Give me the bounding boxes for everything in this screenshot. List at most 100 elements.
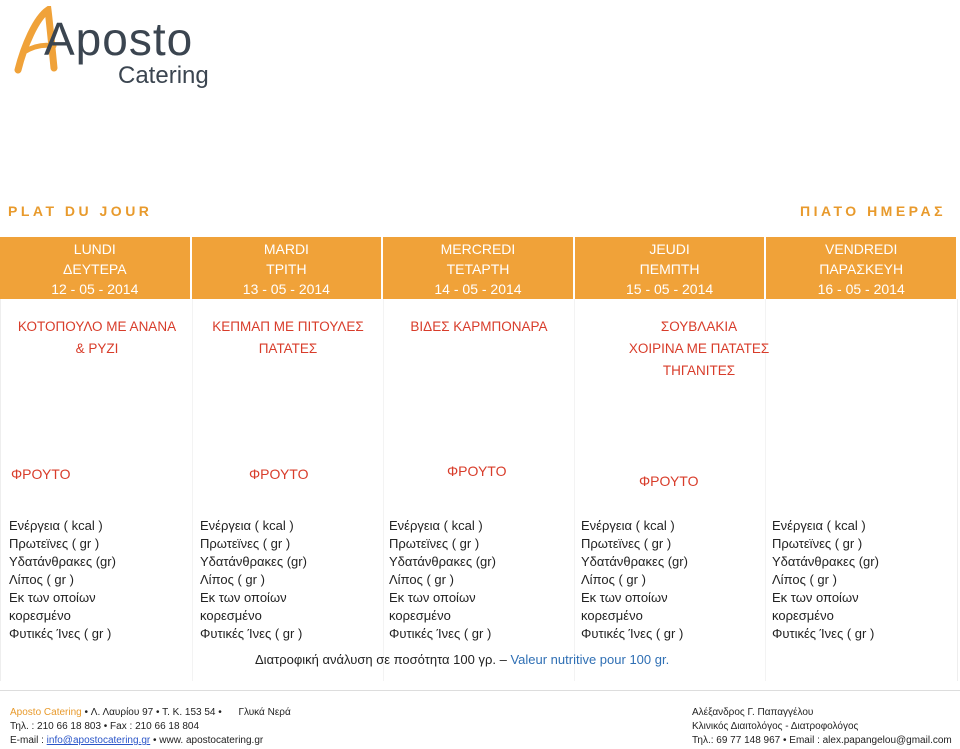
footer-divider [0,690,960,691]
day-fr: MERCREDI [440,241,516,257]
nutrition-energy: Ενέργεια ( kcal ) [9,518,103,533]
heading-plat-du-jour: PLAT DU JOUR [8,203,153,219]
nutrition-of-which: Εκ των οποίων [389,590,476,605]
days-header: LUNDI ΔΕΥΤΕΡΑ 12 - 05 - 2014 MARDI ΤΡΙΤΗ… [0,237,956,299]
column-divider [383,299,384,681]
footer-company-info: Aposto Catering • Λ. Λαυρίου 97 • Τ. Κ. … [10,706,291,748]
nutrition-saturated: κορεσμένο [581,608,643,623]
footer-brand: Aposto Catering [10,707,82,718]
dish-monday: ΚΟΤΟΠΟΥΛΟ ΜΕ ΑΝΑΝΑ & ΡΥΖΙ [1,316,193,360]
day-gr: ΠΑΡΑΣΚΕΥΗ [819,261,904,277]
dish-wednesday: ΒΙΔΕΣ ΚΑΡΜΠΟΝΑΡΑ [383,316,575,338]
day-gr: ΤΕΤΑΡΤΗ [446,261,510,277]
dish-line: ΧΟΙΡΙΝΑ ΜΕ ΠΑΤΑΤΕΣ [628,341,770,356]
nutrition-protein: Πρωτεϊνες ( gr ) [581,536,672,551]
nutrition-protein: Πρωτεϊνες ( gr ) [200,536,291,551]
dish-line: ΠΑΤΑΤΕΣ [258,341,318,356]
footer-phone-line: Τηλ. : 210 66 18 803 • Fax : 210 66 18 8… [10,721,200,732]
nutrition-tuesday: Ενέργεια ( kcal ) Πρωτεϊνες ( gr ) Υδατά… [200,517,307,643]
nutrition-friday: Ενέργεια ( kcal ) Πρωτεϊνες ( gr ) Υδατά… [772,517,879,643]
day-gr: ΠΕΜΠΤΗ [639,261,700,277]
note-french: Valeur nutritive pour 100 gr. [510,652,670,667]
day-date: 15 - 05 - 2014 [625,281,714,297]
day-column-1: LUNDI ΔΕΥΤΕΡΑ 12 - 05 - 2014 [0,237,192,299]
nutrition-of-which: Εκ των οποίων [9,590,96,605]
nutrition-fat: Λίπος ( gr ) [389,572,454,587]
nutrition-energy: Ενέργεια ( kcal ) [200,518,294,533]
nutrition-carbs: Υδατάνθρακες (gr) [200,554,307,569]
nutrition-carbs: Υδατάνθρακες (gr) [389,554,496,569]
column-divider [765,299,766,681]
logo-a-mark [14,3,58,74]
fruit-wednesday: ΦΡΟΥΤΟ [447,463,507,479]
footer-email-link[interactable]: info@apostocatering.gr [46,735,151,746]
nutrition-carbs: Υδατάνθρακες (gr) [772,554,879,569]
day-date: 13 - 05 - 2014 [242,281,330,297]
nutrition-thursday: Ενέργεια ( kcal ) Πρωτεϊνες ( gr ) Υδατά… [581,517,688,643]
day-gr: ΤΡΙΤΗ [266,261,307,277]
nutrition-monday: Ενέργεια ( kcal ) Πρωτεϊνες ( gr ) Υδατά… [9,517,116,643]
nutrition-fat: Λίπος ( gr ) [9,572,74,587]
heading-piato-imeras: ΠΙΑΤΟ ΗΜΕΡΑΣ [800,203,946,219]
nutrition-fat: Λίπος ( gr ) [772,572,837,587]
dish-line: ΒΙΔΕΣ ΚΑΡΜΠΟΝΑΡΑ [410,319,548,334]
nutrition-note: Διατροφική ανάλυση σε ποσότητα 100 γρ. –… [255,652,669,667]
nutrition-carbs: Υδατάνθρακες (gr) [9,554,116,569]
nutrition-of-which: Εκ των οποίων [200,590,287,605]
day-column-2: MARDI ΤΡΙΤΗ 13 - 05 - 2014 [192,237,384,299]
footer-contact-line: E-mail : info@apostocatering.gr • www. a… [10,734,291,748]
dish-line: ΣΟΥΒΛΑΚΙΑ [660,319,738,334]
day-fr: JEUDI [649,241,690,257]
day-column-4: JEUDI ΠΕΜΠΤΗ 15 - 05 - 2014 [575,237,767,299]
column-divider [574,299,575,681]
nutrition-energy: Ενέργεια ( kcal ) [772,518,866,533]
nutrition-fiber: Φυτικές Ίνες ( gr ) [389,626,492,641]
day-date: 12 - 05 - 2014 [51,281,139,297]
nutrition-fiber: Φυτικές Ίνες ( gr ) [9,626,112,641]
nutrition-fiber: Φυτικές Ίνες ( gr ) [772,626,875,641]
nutrition-energy: Ενέργεια ( kcal ) [389,518,483,533]
day-date: 16 - 05 - 2014 [817,281,905,297]
menu-body: ΚΟΤΟΠΟΥΛΟ ΜΕ ΑΝΑΝΑ & ΡΥΖΙ ΚΕΠΜΑΠ ΜΕ ΠΙΤΟ… [0,299,958,681]
fruit-tuesday: ΦΡΟΥΤΟ [249,466,309,482]
note-greek: Διατροφική ανάλυση σε ποσότητα 100 γρ. [255,652,496,667]
brand-logo [14,3,234,96]
dish-thursday: ΣΟΥΒΛΑΚΙΑ ΧΟΙΡΙΝΑ ΜΕ ΠΑΤΑΤΕΣ ΤΗΓΑΝΙΤΕΣ [574,316,824,382]
footer-dietitian-title: Κλινικός Διαιτολόγος - Διατροφολόγος [692,721,859,732]
dish-line: ΤΗΓΑΝΙΤΕΣ [662,363,736,378]
day-fr: LUNDI [73,241,116,257]
day-column-3: MERCREDI ΤΕΤΑΡΤΗ 14 - 05 - 2014 [383,237,575,299]
nutrition-of-which: Εκ των οποίων [772,590,859,605]
nutrition-saturated: κορεσμένο [9,608,71,623]
logo-subtitle: Catering [118,62,209,89]
nutrition-fat: Λίπος ( gr ) [581,572,646,587]
nutrition-saturated: κορεσμένο [200,608,262,623]
dish-line: ΚΟΤΟΠΟΥΛΟ ΜΕ ΑΝΑΝΑ [17,319,177,334]
footer-address-line: Aposto Catering • Λ. Λαυρίου 97 • Τ. Κ. … [10,706,291,720]
day-fr: MARDI [263,241,309,257]
day-date: 14 - 05 - 2014 [434,281,522,297]
nutrition-protein: Πρωτεϊνες ( gr ) [389,536,480,551]
note-dash: – [495,652,511,667]
fruit-thursday: ΦΡΟΥΤΟ [639,473,699,489]
footer-dietitian-info: Αλέξανδρος Γ. Παπαγγέλου Κλινικός Διαιτο… [692,706,952,748]
fruit-monday: ΦΡΟΥΤΟ [11,466,71,482]
nutrition-saturated: κορεσμένο [772,608,834,623]
footer-dietitian-contact: Τηλ.: 69 77 148 967 • Email : alex.papan… [692,735,952,746]
dish-line: ΚΕΠΜΑΠ ΜΕ ΠΙΤΟΥΛΕΣ [212,319,364,334]
footer-website: • www. apostocatering.gr [150,735,264,746]
dish-line: & ΡΥΖΙ [75,341,119,356]
nutrition-saturated: κορεσμένο [389,608,451,623]
footer-email-label: E-mail : [10,735,47,746]
footer-address: • Λ. Λαυρίου 97 • Τ. Κ. 153 54 • Γλυκά Ν… [81,707,291,718]
nutrition-energy: Ενέργεια ( kcal ) [581,518,675,533]
nutrition-fat: Λίπος ( gr ) [200,572,265,587]
day-fr: VENDREDI [824,241,898,257]
day-gr: ΔΕΥΤΕΡΑ [63,261,127,277]
nutrition-fiber: Φυτικές Ίνες ( gr ) [581,626,684,641]
nutrition-fiber: Φυτικές Ίνες ( gr ) [200,626,303,641]
nutrition-of-which: Εκ των οποίων [581,590,668,605]
nutrition-wednesday: Ενέργεια ( kcal ) Πρωτεϊνες ( gr ) Υδατά… [389,517,496,643]
logo-wordmark: Aposto [44,13,194,65]
nutrition-carbs: Υδατάνθρακες (gr) [581,554,688,569]
